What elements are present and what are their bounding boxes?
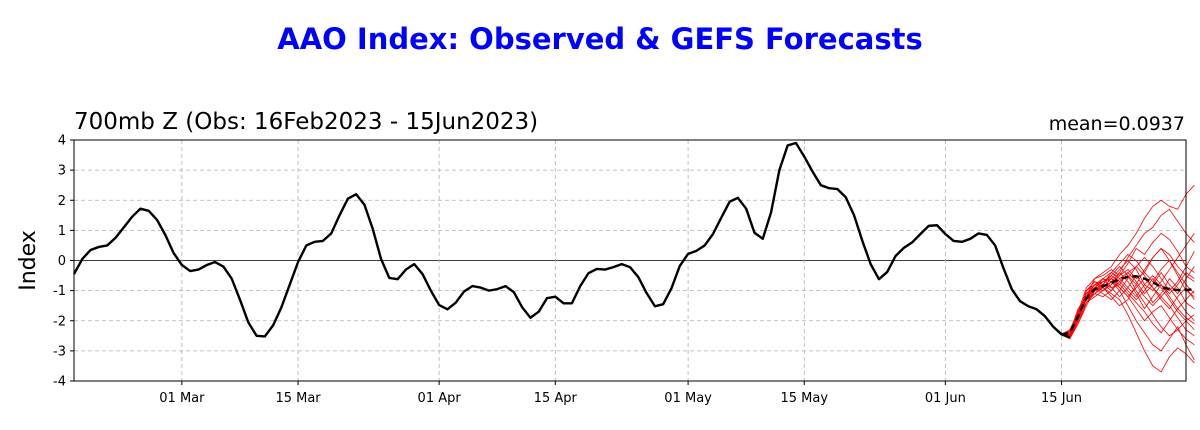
forecast-members-layer <box>1061 184 1195 373</box>
y-tick-label: -1 <box>53 284 66 299</box>
plot-frame <box>73 139 1187 382</box>
x-tick-label: 01 May <box>664 391 712 406</box>
y-tick-label: 4 <box>58 134 66 149</box>
x-tick-label: 15 Jun <box>1041 391 1082 406</box>
observed-layer <box>72 141 1071 339</box>
x-tick-label: 01 Apr <box>418 391 462 406</box>
ensemble-mean-line <box>1061 274 1195 336</box>
chart-subtitle: 700mb Z (Obs: 16Feb2023 - 15Jun2023) <box>74 109 539 135</box>
x-tick-label: 15 Apr <box>534 391 578 406</box>
y-tick-label: 3 <box>58 164 66 179</box>
y-tick-label: -2 <box>53 314 66 329</box>
forecast-member-line <box>1061 232 1195 338</box>
y-tick-label: 0 <box>58 254 66 269</box>
x-tick-label: 01 Jun <box>925 391 966 406</box>
x-tick-label: 01 Mar <box>159 391 205 406</box>
chart-title: AAO Index: Observed & GEFS Forecasts <box>277 22 923 56</box>
x-tick-label: 15 May <box>780 391 828 406</box>
axes-layer: -4 -3 -2 -1 0 1 2 3 4 01 Mar 15 Mar 01 Apr 15 Apr 01 … <box>16 134 1187 406</box>
forecast-member-line <box>1061 275 1195 335</box>
y-tick-label: 2 <box>58 194 66 209</box>
y-tick-label: 1 <box>58 224 66 239</box>
observed-line <box>72 141 1071 339</box>
y-axis-label: Index <box>16 230 41 291</box>
x-tick-label: 15 Mar <box>275 391 321 406</box>
mean-label: mean=0.0937 <box>1048 113 1185 135</box>
y-tick-label: -3 <box>53 344 66 359</box>
grid-layer <box>74 140 1186 381</box>
forecast-member-line <box>1061 247 1195 335</box>
y-tick-label: -4 <box>53 375 66 390</box>
ensemble-mean-layer <box>1061 274 1195 336</box>
forecast-member-line <box>1061 253 1195 335</box>
